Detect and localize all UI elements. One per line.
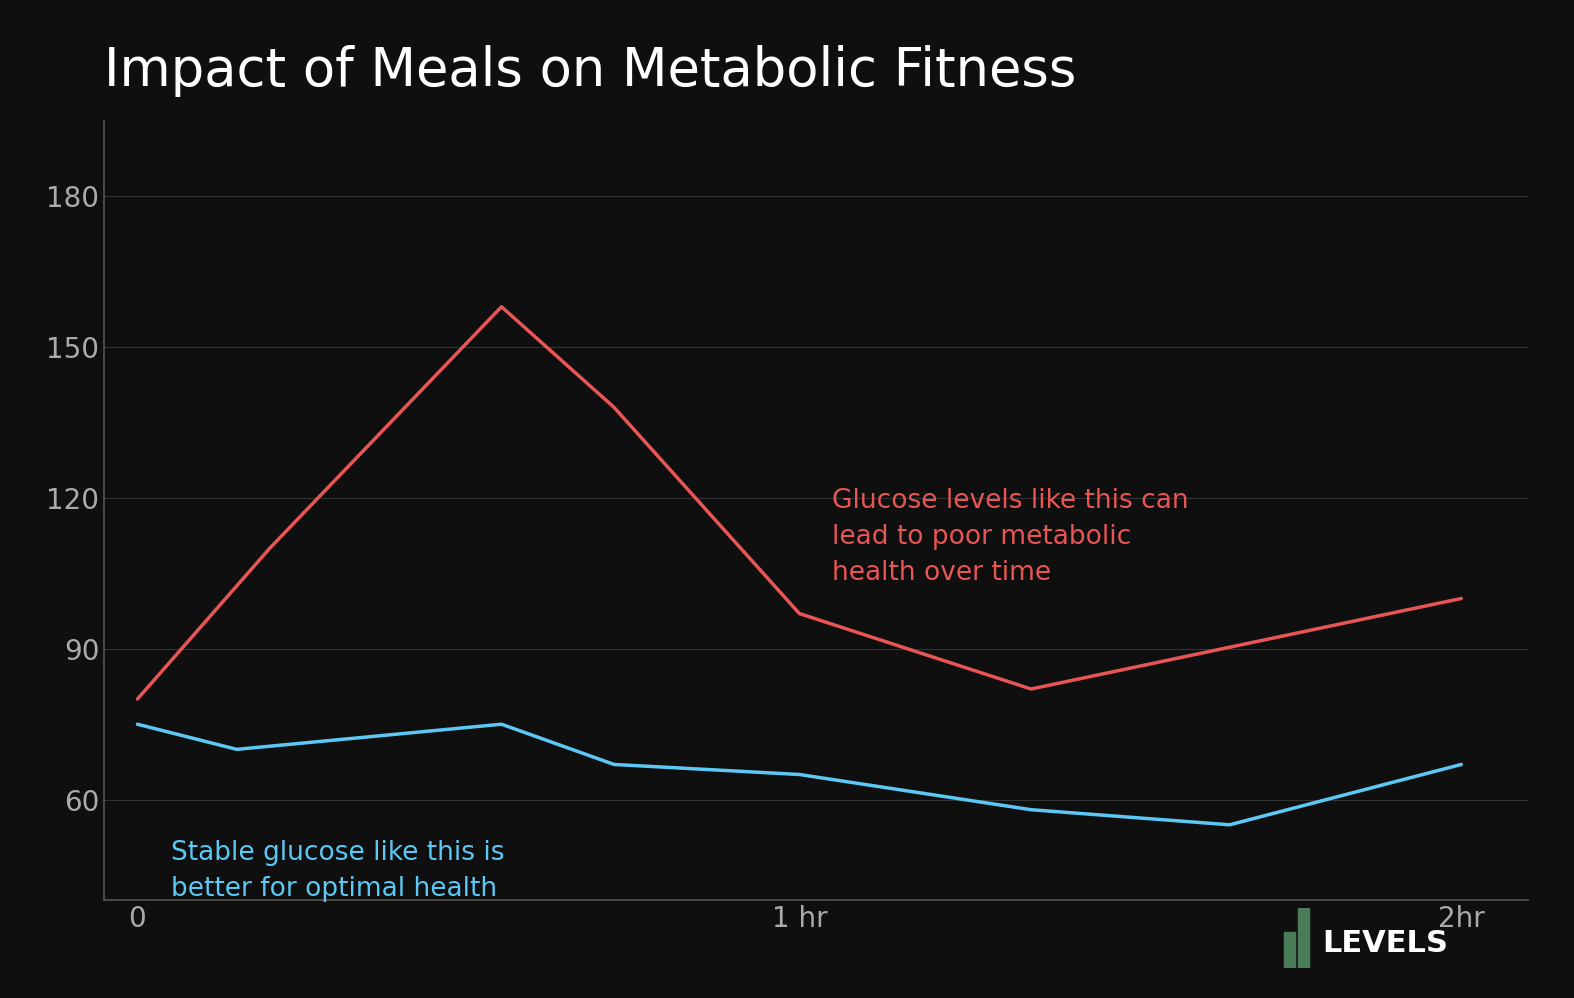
Text: Glucose levels like this can
lead to poor metabolic
health over time: Glucose levels like this can lead to poo… — [833, 488, 1188, 586]
Text: LEVELS: LEVELS — [1322, 928, 1448, 958]
Text: Stable glucose like this is
better for optimal health: Stable glucose like this is better for o… — [170, 840, 504, 902]
Bar — [1299, 908, 1310, 968]
Bar — [1284, 932, 1295, 968]
Text: Impact of Meals on Metabolic Fitness: Impact of Meals on Metabolic Fitness — [104, 45, 1077, 97]
